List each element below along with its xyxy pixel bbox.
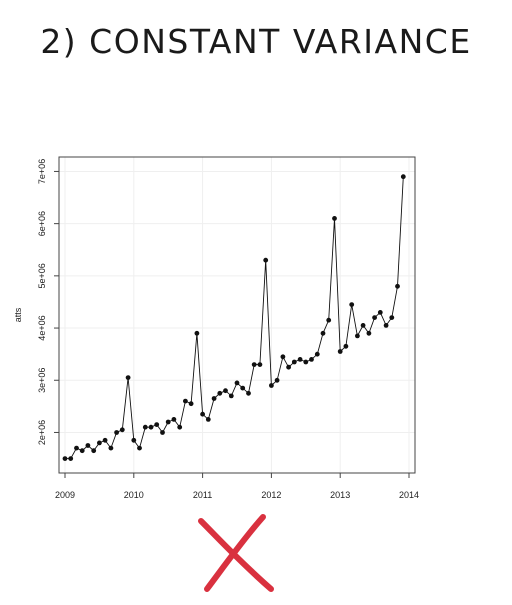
y-axis-label: atts: [13, 307, 23, 322]
data-point: [400, 174, 406, 180]
x-tick-label: 2014: [399, 490, 419, 500]
y-tick-label: 5e+06: [37, 263, 47, 288]
x-tick-label: 2011: [193, 490, 212, 500]
data-point: [108, 445, 114, 451]
data-point: [142, 424, 148, 430]
data-point: [269, 383, 274, 388]
data-point: [246, 390, 251, 396]
data-point: [228, 393, 234, 399]
data-point: [395, 283, 400, 289]
data-point: [349, 302, 355, 307]
data-point: [102, 437, 108, 443]
x-tick-label: 2009: [55, 490, 75, 500]
data-point: [320, 330, 326, 336]
data-point: [263, 257, 269, 263]
data-point: [372, 315, 377, 320]
page-title: 2) CONSTANT VARIANCE: [40, 22, 472, 61]
data-point: [291, 359, 297, 365]
y-tick-label: 3e+06: [37, 368, 47, 393]
data-point: [332, 216, 337, 221]
series-line: [65, 176, 404, 460]
data-point: [211, 396, 217, 401]
y-tick-label: 6e+06: [37, 211, 47, 236]
data-point: [286, 364, 291, 370]
data-point: [234, 380, 240, 386]
data-point: [91, 448, 97, 454]
data-point: [148, 424, 154, 430]
data-point: [251, 362, 257, 367]
x-tick-label: 2013: [330, 490, 350, 500]
data-point: [366, 330, 372, 336]
data-point: [355, 333, 360, 339]
data-point: [280, 354, 286, 360]
data-point: [74, 445, 79, 451]
series-points: [62, 174, 406, 461]
time-series-chart: 2009 2010 2011 2012 2013 2014 2e+06 3e+06 4e+06 5…: [13, 156, 419, 500]
data-point: [68, 456, 74, 461]
data-point: [303, 359, 309, 365]
data-point: [337, 349, 343, 354]
data-point: [383, 323, 389, 328]
data-point: [240, 385, 246, 391]
data-point: [194, 330, 200, 336]
plot-area-frame: [58, 156, 416, 474]
data-point: [114, 430, 119, 435]
y-tick-label: 7e+06: [37, 159, 47, 184]
data-point: [188, 401, 194, 407]
data-point: [79, 448, 85, 454]
data-point: [297, 357, 303, 362]
data-point: [131, 437, 137, 443]
data-point: [343, 343, 349, 349]
data-point: [200, 411, 206, 417]
data-point: [97, 440, 102, 446]
grid-lines: [59, 157, 415, 473]
data-point: [389, 315, 395, 320]
data-point: [205, 417, 211, 422]
data-point: [314, 351, 320, 357]
data-point: [217, 390, 223, 396]
data-point: [177, 424, 183, 430]
data-point: [360, 323, 366, 328]
data-point: [326, 317, 332, 323]
data-point: [165, 419, 171, 425]
axes: 2009 2010 2011 2012 2013 2014 2e+06 3e+06 4e+06 5…: [37, 159, 419, 500]
x-tick-label: 2010: [124, 490, 144, 500]
data-point: [171, 417, 177, 422]
data-point: [257, 362, 263, 367]
data-point: [154, 422, 160, 427]
data-point: [119, 427, 125, 433]
y-tick-label: 2e+06: [37, 420, 47, 445]
data-point: [309, 357, 314, 362]
data-point: [274, 377, 280, 383]
data-point: [85, 443, 91, 448]
red-x-icon: [198, 514, 274, 592]
data-point: [377, 310, 383, 315]
data-point: [183, 398, 188, 404]
data-point: [137, 445, 142, 451]
data-point: [125, 375, 131, 380]
y-tick-label: 4e+06: [37, 315, 47, 340]
data-point: [62, 456, 68, 461]
x-tick-label: 2012: [261, 490, 281, 500]
data-point: [160, 430, 165, 435]
data-point: [223, 388, 228, 394]
